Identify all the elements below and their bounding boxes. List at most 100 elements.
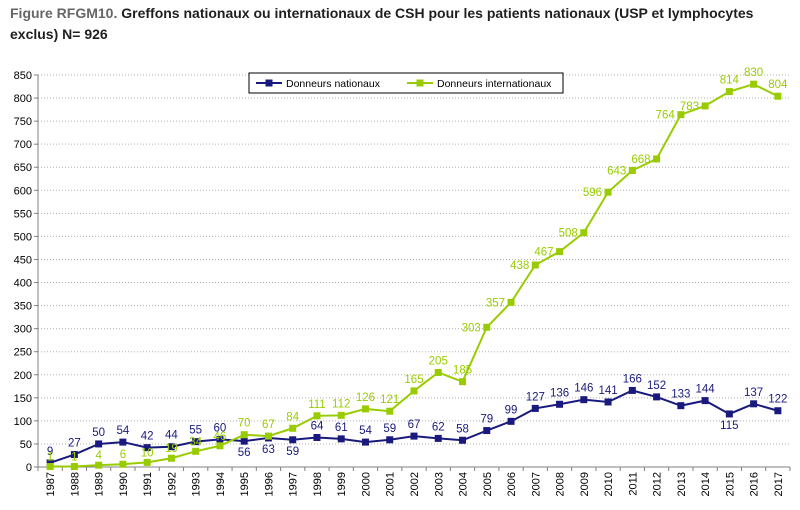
y-tick-label: 600 xyxy=(14,185,32,197)
data-label-international: 467 xyxy=(534,247,553,259)
y-tick-label: 400 xyxy=(14,278,32,290)
data-label-national: 64 xyxy=(311,420,324,432)
data-label-national: 122 xyxy=(768,394,787,406)
x-tick-label: 2008 xyxy=(555,472,567,496)
data-point-international xyxy=(313,412,321,420)
data-label-national: 133 xyxy=(671,389,690,401)
data-point-international xyxy=(410,387,418,395)
data-label-national: 141 xyxy=(598,385,617,397)
y-tick-label: 0 xyxy=(26,462,32,474)
data-point-national xyxy=(167,443,175,451)
x-tick-label: 1991 xyxy=(142,472,154,496)
legend-entry-national-label: Donneurs nationaux xyxy=(286,78,381,90)
x-tick-label: 2013 xyxy=(676,472,688,496)
data-point-international xyxy=(434,368,442,376)
data-point-international xyxy=(725,88,733,96)
x-tick-label: 2000 xyxy=(360,472,372,496)
data-label-national: 55 xyxy=(189,425,202,437)
data-label-national: 59 xyxy=(286,446,299,458)
data-point-international xyxy=(701,102,709,110)
data-label-national: 60 xyxy=(214,422,227,434)
data-label-international: 185 xyxy=(453,365,472,377)
data-label-international: 34 xyxy=(189,436,202,448)
data-label-international: 165 xyxy=(404,374,423,386)
y-tick-label: 500 xyxy=(14,231,32,243)
data-point-national xyxy=(361,438,369,446)
data-point-international xyxy=(143,458,151,466)
data-point-national xyxy=(95,440,103,448)
data-label-international: 121 xyxy=(380,394,399,406)
data-label-national: 61 xyxy=(335,422,348,434)
data-label-national: 166 xyxy=(623,373,642,385)
y-tick-label: 50 xyxy=(20,439,32,451)
data-point-national xyxy=(434,434,442,442)
data-point-national xyxy=(677,402,685,410)
data-point-international xyxy=(653,155,661,163)
data-point-international xyxy=(580,229,588,237)
data-label-national: 62 xyxy=(432,421,445,433)
legend-box xyxy=(248,72,564,94)
data-label-national: 50 xyxy=(92,427,105,439)
x-tick-label: 1992 xyxy=(166,472,178,496)
data-label-national: 56 xyxy=(238,447,251,459)
data-point-national xyxy=(628,386,636,394)
data-point-international xyxy=(531,261,539,269)
data-point-national xyxy=(459,436,467,444)
x-axis-ticks: 1987 1988 1989 1990 1991 1992 1993 1994 1995 1996… xyxy=(37,467,791,496)
figure-number: Figure RFGM10. xyxy=(10,5,118,21)
x-tick-label: 1998 xyxy=(312,472,324,496)
data-label-national: 146 xyxy=(574,383,593,395)
data-point-national xyxy=(289,436,297,444)
x-tick-label: 2010 xyxy=(603,472,615,496)
data-point-international xyxy=(677,111,685,119)
x-tick-label: 1988 xyxy=(69,472,81,496)
y-tick-label: 300 xyxy=(14,324,32,336)
x-tick-label: 1997 xyxy=(288,472,300,496)
data-label-national: 9 xyxy=(47,446,53,458)
data-label-international: 205 xyxy=(429,355,448,367)
data-label-national: 137 xyxy=(744,387,763,399)
series-layer xyxy=(46,80,782,471)
legend: Donneurs nationaux Donneurs internationau… xyxy=(248,72,564,94)
data-label-international: 10 xyxy=(141,447,154,459)
data-point-national xyxy=(119,438,127,446)
data-point-international xyxy=(167,454,175,462)
data-point-international xyxy=(46,463,54,471)
x-tick-label: 2015 xyxy=(724,472,736,496)
data-label-international: 19 xyxy=(165,443,178,455)
data-label-national: 58 xyxy=(456,423,469,435)
x-tick-label: 2002 xyxy=(409,472,421,496)
y-tick-label: 450 xyxy=(14,254,32,266)
data-label-national: 144 xyxy=(696,384,716,396)
data-point-international xyxy=(604,188,612,196)
data-label-international: 67 xyxy=(262,419,275,431)
data-point-international xyxy=(750,80,758,88)
data-label-international: 508 xyxy=(559,228,578,240)
data-point-international xyxy=(507,298,515,306)
data-point-international xyxy=(264,432,272,440)
data-point-international xyxy=(70,463,78,471)
data-label-international: 830 xyxy=(744,67,763,79)
data-point-national xyxy=(216,435,224,443)
y-tick-label: 850 xyxy=(14,70,32,82)
y-tick-label: 200 xyxy=(14,370,32,382)
y-tick-label: 750 xyxy=(14,116,32,128)
data-label-national: 27 xyxy=(68,438,81,450)
x-tick-label: 2011 xyxy=(627,472,639,496)
data-label-international: 814 xyxy=(720,75,740,87)
data-label-international: 46 xyxy=(214,431,227,443)
x-tick-label: 1996 xyxy=(263,472,275,496)
data-point-national xyxy=(580,396,588,404)
x-tick-label: 1990 xyxy=(118,472,130,496)
data-label-international: 783 xyxy=(680,101,699,113)
data-label-national: 136 xyxy=(550,387,569,399)
data-point-national xyxy=(483,427,491,435)
y-axis-ticks: 0 50 100 150 200 250 300 350 400 450 500 550 600 650 7… xyxy=(14,70,38,474)
data-label-national: 127 xyxy=(526,391,545,403)
legend-swatch-marker xyxy=(416,79,424,87)
x-tick-label: 2006 xyxy=(506,472,518,496)
data-label-national: 54 xyxy=(359,425,372,437)
x-tick-label: 2003 xyxy=(433,472,445,496)
data-label-international: 303 xyxy=(462,322,481,334)
